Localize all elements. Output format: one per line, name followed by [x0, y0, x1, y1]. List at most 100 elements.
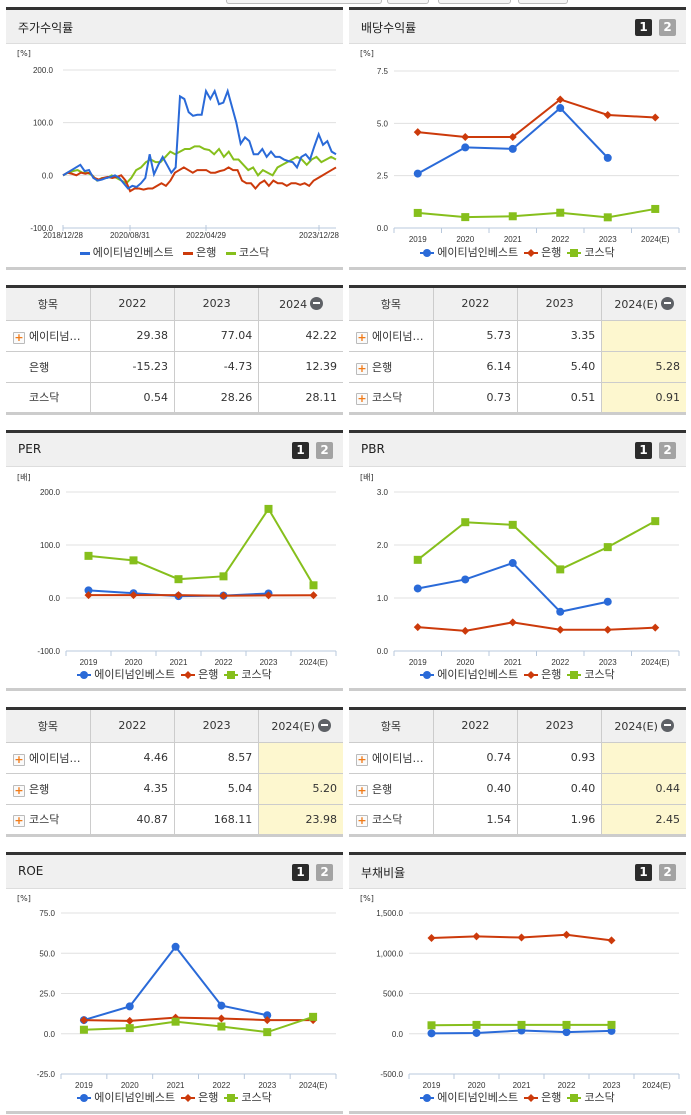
top-tab[interactable] — [387, 0, 429, 4]
top-tab[interactable] — [518, 0, 568, 4]
table-cell: 29.38 — [89, 320, 175, 352]
svg-text:500.0: 500.0 — [383, 990, 404, 999]
svg-text:7.5: 7.5 — [377, 67, 389, 76]
unit-label: [%] — [17, 894, 31, 903]
expand-plus-icon[interactable]: + — [356, 752, 368, 766]
page-1-button[interactable]: 1 — [635, 864, 652, 881]
legend-item[interactable]: 코스닥 — [224, 1089, 272, 1105]
top-tab[interactable] — [226, 0, 382, 4]
svg-text:2019: 2019 — [75, 1081, 93, 1090]
svg-text:2023: 2023 — [260, 658, 278, 667]
legend-item[interactable]: 코스닥 — [567, 666, 615, 682]
collapse-minus-icon[interactable] — [317, 718, 331, 732]
table-cell: 8.57 — [173, 742, 259, 774]
legend-item[interactable]: 은행 — [181, 1089, 218, 1105]
table-row: + 은행 6.14 5.40 5.28 — [349, 351, 686, 383]
collapse-minus-icon[interactable] — [660, 296, 674, 310]
table-cell: 5.04 — [173, 773, 259, 805]
diamond-marker-icon — [181, 1094, 196, 1102]
column-header: 항목 — [6, 288, 91, 321]
square-marker-icon — [567, 671, 582, 679]
diamond-marker-icon — [181, 671, 196, 679]
table-cell: 0.40 — [516, 773, 602, 805]
expand-plus-icon[interactable]: + — [13, 783, 25, 797]
roe-chart: [%] 75.0 50.0 25.0 0.0 -25.0 2019 2020 2021 2022… — [6, 889, 343, 1114]
legend-item[interactable]: 은행 — [183, 244, 216, 260]
svg-text:25.0: 25.0 — [39, 990, 55, 999]
diamond-marker-icon — [524, 671, 539, 679]
page-1-button[interactable]: 1 — [635, 19, 652, 36]
legend-item[interactable]: 은행 — [524, 666, 561, 682]
legend-item[interactable]: 에이티넘인베스트 — [420, 1089, 518, 1105]
expand-plus-icon[interactable]: + — [356, 361, 368, 375]
column-header: 항목 — [349, 288, 434, 321]
expand-plus-icon[interactable]: + — [356, 330, 368, 344]
table-row: + 에이티넘… 5.73 3.35 — [349, 320, 686, 352]
collapse-minus-icon[interactable] — [310, 296, 324, 310]
page-2-button[interactable]: 2 — [659, 19, 676, 36]
legend-item[interactable]: 코스닥 — [224, 666, 272, 682]
expand-plus-icon[interactable]: + — [356, 392, 368, 405]
chart-legend: 에이티넘인베스트 은행 코스닥 — [349, 1089, 686, 1105]
legend-item[interactable]: 에이티넘인베스트 — [420, 666, 518, 682]
top-tab[interactable] — [438, 0, 511, 4]
expand-plus-icon[interactable]: + — [13, 814, 25, 827]
legend-item[interactable]: 에이티넘인베스트 — [77, 666, 175, 682]
table-cell: 0.51 — [516, 382, 602, 415]
table-cell: 0.44 — [601, 773, 686, 805]
legend-item[interactable]: 은행 — [181, 666, 218, 682]
circle-marker-icon — [420, 249, 435, 257]
expand-plus-icon[interactable]: + — [13, 752, 25, 766]
legend-item[interactable]: 에이티넘인베스트 — [420, 244, 518, 260]
unit-label: [배] — [17, 473, 31, 482]
legend-item[interactable]: 에이티넘인베스트 — [79, 244, 174, 260]
svg-text:0.0: 0.0 — [377, 647, 389, 656]
chart-legend: 에이티넘인베스트 은행 코스닥 — [6, 244, 343, 260]
page-2-button[interactable]: 2 — [316, 442, 333, 459]
svg-text:3.0: 3.0 — [377, 488, 389, 497]
table-row: + 은행 4.35 5.04 5.20 — [6, 773, 343, 805]
legend-item[interactable]: 에이티넘인베스트 — [77, 1089, 175, 1105]
svg-text:2019: 2019 — [80, 658, 98, 667]
circle-marker-icon — [77, 1094, 92, 1102]
legend-item[interactable]: 코스닥 — [567, 244, 615, 260]
column-header: 2023 — [173, 710, 259, 743]
row-label: 은행 — [29, 360, 50, 374]
page-1-button[interactable]: 1 — [635, 442, 652, 459]
legend-item[interactable]: 은행 — [524, 1089, 561, 1105]
page-1-button[interactable]: 1 — [292, 864, 309, 881]
expand-plus-icon[interactable]: + — [356, 814, 368, 827]
svg-text:2022: 2022 — [551, 658, 569, 667]
expand-plus-icon[interactable]: + — [13, 330, 25, 344]
svg-text:2.0: 2.0 — [377, 541, 389, 550]
page-2-button[interactable]: 2 — [316, 864, 333, 881]
stock-return-panel: 주가수익률 [%] 200.0 100.0 0.0 -100.0 2018/12/28 2… — [6, 7, 343, 270]
svg-text:2023: 2023 — [599, 658, 617, 667]
page-2-button[interactable]: 2 — [659, 864, 676, 881]
svg-text:100.0: 100.0 — [33, 119, 54, 128]
svg-text:50.0: 50.0 — [39, 949, 55, 958]
table-row: + 코스닥 40.87 168.11 23.98 — [6, 804, 343, 837]
table-cell: 5.73 — [432, 320, 518, 352]
diamond-marker-icon — [524, 1094, 539, 1102]
collapse-minus-icon[interactable] — [660, 718, 674, 732]
unit-label: [%] — [360, 894, 374, 903]
svg-text:0.0: 0.0 — [42, 171, 54, 180]
row-label: 코스닥 — [29, 391, 60, 404]
row-label: 코스닥 — [29, 813, 60, 826]
svg-text:2024(E): 2024(E) — [641, 658, 670, 667]
legend-item[interactable]: 은행 — [524, 244, 561, 260]
legend-item[interactable]: 코스닥 — [567, 1089, 615, 1105]
panel-title: PBR — [361, 442, 385, 456]
expand-plus-icon[interactable]: + — [356, 783, 368, 797]
row-label: 코스닥 — [372, 813, 403, 826]
svg-text:2019: 2019 — [423, 1081, 441, 1090]
legend-item[interactable]: 코스닥 — [225, 244, 269, 260]
column-header: 항목 — [6, 710, 91, 743]
page-1-button[interactable]: 1 — [292, 442, 309, 459]
column-header: 2024(E) — [601, 710, 686, 743]
table-cell: 42.22 — [258, 320, 343, 352]
page-2-button[interactable]: 2 — [659, 442, 676, 459]
table-cell: 4.46 — [89, 742, 175, 774]
table-cell: 0.74 — [432, 742, 518, 774]
